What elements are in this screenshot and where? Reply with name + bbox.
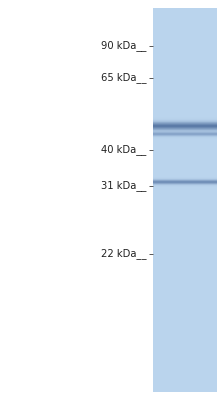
Text: 31 kDa__: 31 kDa__ [101,180,146,192]
Text: 22 kDa__: 22 kDa__ [101,248,146,260]
Text: 90 kDa__: 90 kDa__ [101,40,146,52]
Text: 40 kDa__: 40 kDa__ [101,144,146,156]
Text: 65 kDa__: 65 kDa__ [101,72,146,84]
